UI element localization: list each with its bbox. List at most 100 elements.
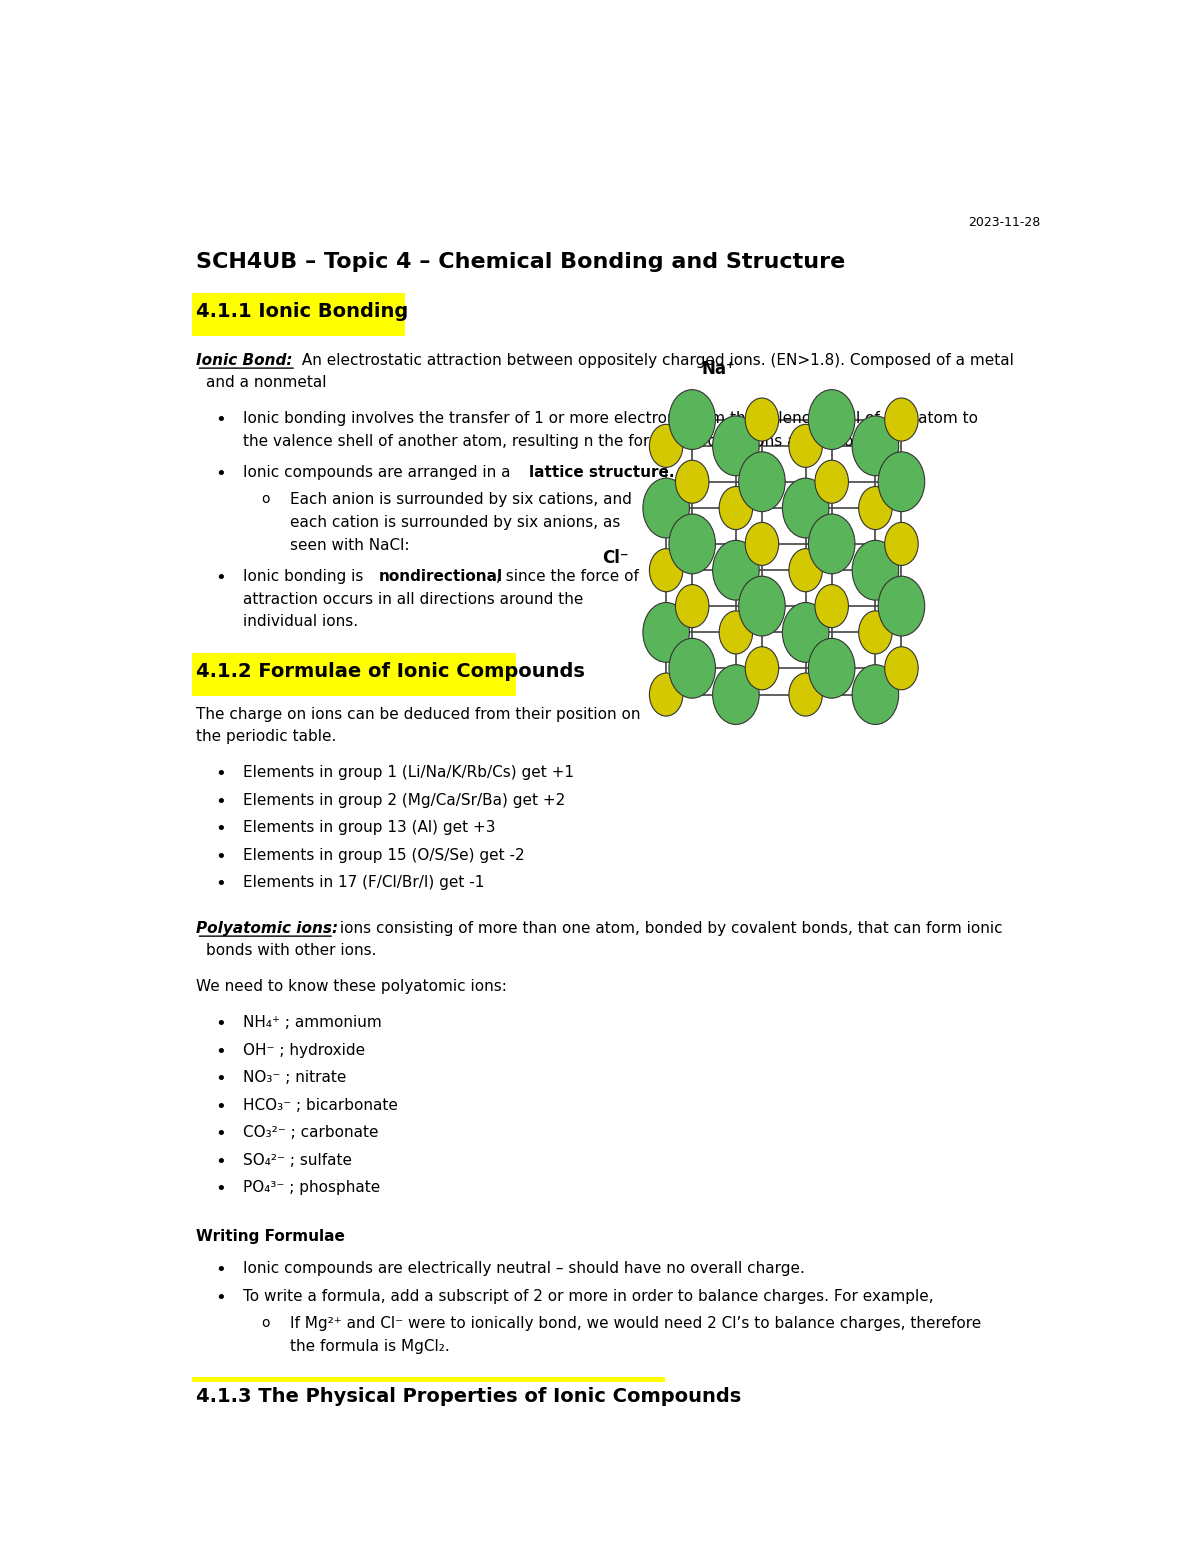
Text: each cation is surrounded by six anions, as: each cation is surrounded by six anions,…: [289, 516, 620, 530]
Circle shape: [676, 584, 709, 627]
Circle shape: [815, 460, 848, 503]
FancyBboxPatch shape: [192, 652, 516, 696]
Text: The charge on ions can be deduced from their position on: The charge on ions can be deduced from t…: [197, 707, 641, 722]
Text: NH₄⁺ ; ammonium: NH₄⁺ ; ammonium: [242, 1016, 382, 1030]
Text: 4.1.2 Formulae of Ionic Compounds: 4.1.2 Formulae of Ionic Compounds: [197, 662, 586, 682]
Text: •: •: [215, 848, 226, 865]
Circle shape: [745, 646, 779, 690]
Circle shape: [649, 548, 683, 592]
Text: lattice structure.: lattice structure.: [529, 464, 674, 480]
Text: 4.1.1 Ionic Bonding: 4.1.1 Ionic Bonding: [197, 303, 409, 321]
Text: •: •: [215, 464, 226, 483]
Circle shape: [809, 638, 854, 699]
Circle shape: [643, 603, 690, 662]
Circle shape: [884, 646, 918, 690]
Text: Ionic compounds are arranged in a: Ionic compounds are arranged in a: [242, 464, 515, 480]
Text: ions consisting of more than one atom, bonded by covalent bonds, that can form i: ions consisting of more than one atom, b…: [335, 921, 1003, 935]
Text: •: •: [215, 1289, 226, 1308]
Circle shape: [739, 452, 785, 511]
Circle shape: [649, 672, 683, 716]
Circle shape: [884, 398, 918, 441]
Circle shape: [782, 478, 829, 537]
Circle shape: [852, 665, 899, 724]
Text: Elements in group 1 (Li/Na/K/Rb/Cs) get +1: Elements in group 1 (Li/Na/K/Rb/Cs) get …: [242, 766, 574, 780]
Text: •: •: [215, 1098, 226, 1115]
Text: •: •: [215, 1070, 226, 1089]
Text: NO₃⁻ ; nitrate: NO₃⁻ ; nitrate: [242, 1070, 347, 1086]
Text: 2023-11-28: 2023-11-28: [968, 216, 1040, 230]
Text: the periodic table.: the periodic table.: [197, 730, 337, 744]
Circle shape: [713, 540, 760, 599]
Text: Na⁺: Na⁺: [701, 360, 734, 377]
Text: •: •: [215, 820, 226, 839]
Circle shape: [878, 576, 925, 637]
Text: •: •: [215, 1152, 226, 1171]
Circle shape: [719, 610, 752, 654]
Text: CO₃²⁻ ; carbonate: CO₃²⁻ ; carbonate: [242, 1124, 378, 1140]
Text: Elements in group 13 (Al) get +3: Elements in group 13 (Al) get +3: [242, 820, 496, 836]
Text: •: •: [215, 766, 226, 783]
Circle shape: [739, 576, 785, 637]
Circle shape: [788, 672, 822, 716]
Text: individual ions.: individual ions.: [242, 615, 358, 629]
Circle shape: [815, 584, 848, 627]
Circle shape: [782, 603, 829, 662]
Text: •: •: [215, 1042, 226, 1061]
Circle shape: [668, 514, 715, 573]
Text: attraction occurs in all directions around the: attraction occurs in all directions arou…: [242, 592, 583, 607]
Text: •: •: [215, 1180, 226, 1197]
Circle shape: [852, 540, 899, 599]
Circle shape: [859, 486, 892, 530]
Circle shape: [809, 390, 854, 449]
Text: Writing Formulae: Writing Formulae: [197, 1228, 346, 1244]
Circle shape: [676, 460, 709, 503]
Text: •: •: [215, 412, 226, 429]
Circle shape: [878, 452, 925, 511]
FancyBboxPatch shape: [192, 294, 404, 335]
Circle shape: [713, 416, 760, 475]
Circle shape: [788, 548, 822, 592]
Text: Polyatomic ions:: Polyatomic ions:: [197, 921, 338, 935]
Text: SO₄²⁻ ; sulfate: SO₄²⁻ ; sulfate: [242, 1152, 352, 1168]
Text: Elements in group 15 (O/S/Se) get -2: Elements in group 15 (O/S/Se) get -2: [242, 848, 524, 862]
Text: o: o: [262, 492, 270, 506]
Text: •: •: [215, 792, 226, 811]
Text: Cl⁻: Cl⁻: [602, 548, 629, 567]
Text: , since the force of: , since the force of: [496, 568, 638, 584]
Text: Ionic bonding involves the transfer of 1 or more electrons from the valence shel: Ionic bonding involves the transfer of 1…: [242, 412, 978, 426]
Text: Ionic bonding is: Ionic bonding is: [242, 568, 368, 584]
Circle shape: [643, 478, 690, 537]
Text: Ionic compounds are electrically neutral – should have no overall charge.: Ionic compounds are electrically neutral…: [242, 1261, 805, 1277]
Text: If Mg²⁺ and Cl⁻ were to ionically bond, we would need 2 Cl’s to balance charges,: If Mg²⁺ and Cl⁻ were to ionically bond, …: [289, 1317, 980, 1331]
Circle shape: [852, 416, 899, 475]
Text: HCO₃⁻ ; bicarbonate: HCO₃⁻ ; bicarbonate: [242, 1098, 398, 1112]
Circle shape: [809, 514, 854, 573]
Circle shape: [859, 610, 892, 654]
FancyBboxPatch shape: [192, 1378, 665, 1421]
Text: To write a formula, add a subscript of 2 or more in order to balance charges. Fo: To write a formula, add a subscript of 2…: [242, 1289, 934, 1305]
Circle shape: [884, 522, 918, 565]
Text: Elements in group 2 (Mg/Ca/Sr/Ba) get +2: Elements in group 2 (Mg/Ca/Sr/Ba) get +2: [242, 792, 565, 808]
Text: seen with NaCl:: seen with NaCl:: [289, 537, 409, 553]
Text: 4.1.3 The Physical Properties of Ionic Compounds: 4.1.3 The Physical Properties of Ionic C…: [197, 1387, 742, 1405]
Text: •: •: [215, 1016, 226, 1033]
Circle shape: [649, 424, 683, 467]
Circle shape: [668, 638, 715, 699]
Text: Elements in 17 (F/Cl/Br/I) get -1: Elements in 17 (F/Cl/Br/I) get -1: [242, 876, 485, 890]
Text: bonds with other ions.: bonds with other ions.: [206, 943, 377, 958]
Text: •: •: [215, 568, 226, 587]
Text: Each anion is surrounded by six cations, and: Each anion is surrounded by six cations,…: [289, 492, 631, 508]
Text: •: •: [215, 1124, 226, 1143]
Circle shape: [719, 486, 752, 530]
Text: Ionic Bond:: Ionic Bond:: [197, 353, 293, 368]
Circle shape: [713, 665, 760, 724]
Text: nondirectional: nondirectional: [379, 568, 503, 584]
Text: the valence shell of another atom, resulting n the formation of cations and anio: the valence shell of another atom, resul…: [242, 433, 876, 449]
Circle shape: [788, 424, 822, 467]
Text: o: o: [262, 1317, 270, 1331]
Text: OH⁻ ; hydroxide: OH⁻ ; hydroxide: [242, 1042, 365, 1058]
Text: •: •: [215, 876, 226, 893]
Circle shape: [745, 522, 779, 565]
Text: •: •: [215, 1261, 226, 1280]
Text: SCH4UB – Topic 4 – Chemical Bonding and Structure: SCH4UB – Topic 4 – Chemical Bonding and …: [197, 252, 846, 272]
